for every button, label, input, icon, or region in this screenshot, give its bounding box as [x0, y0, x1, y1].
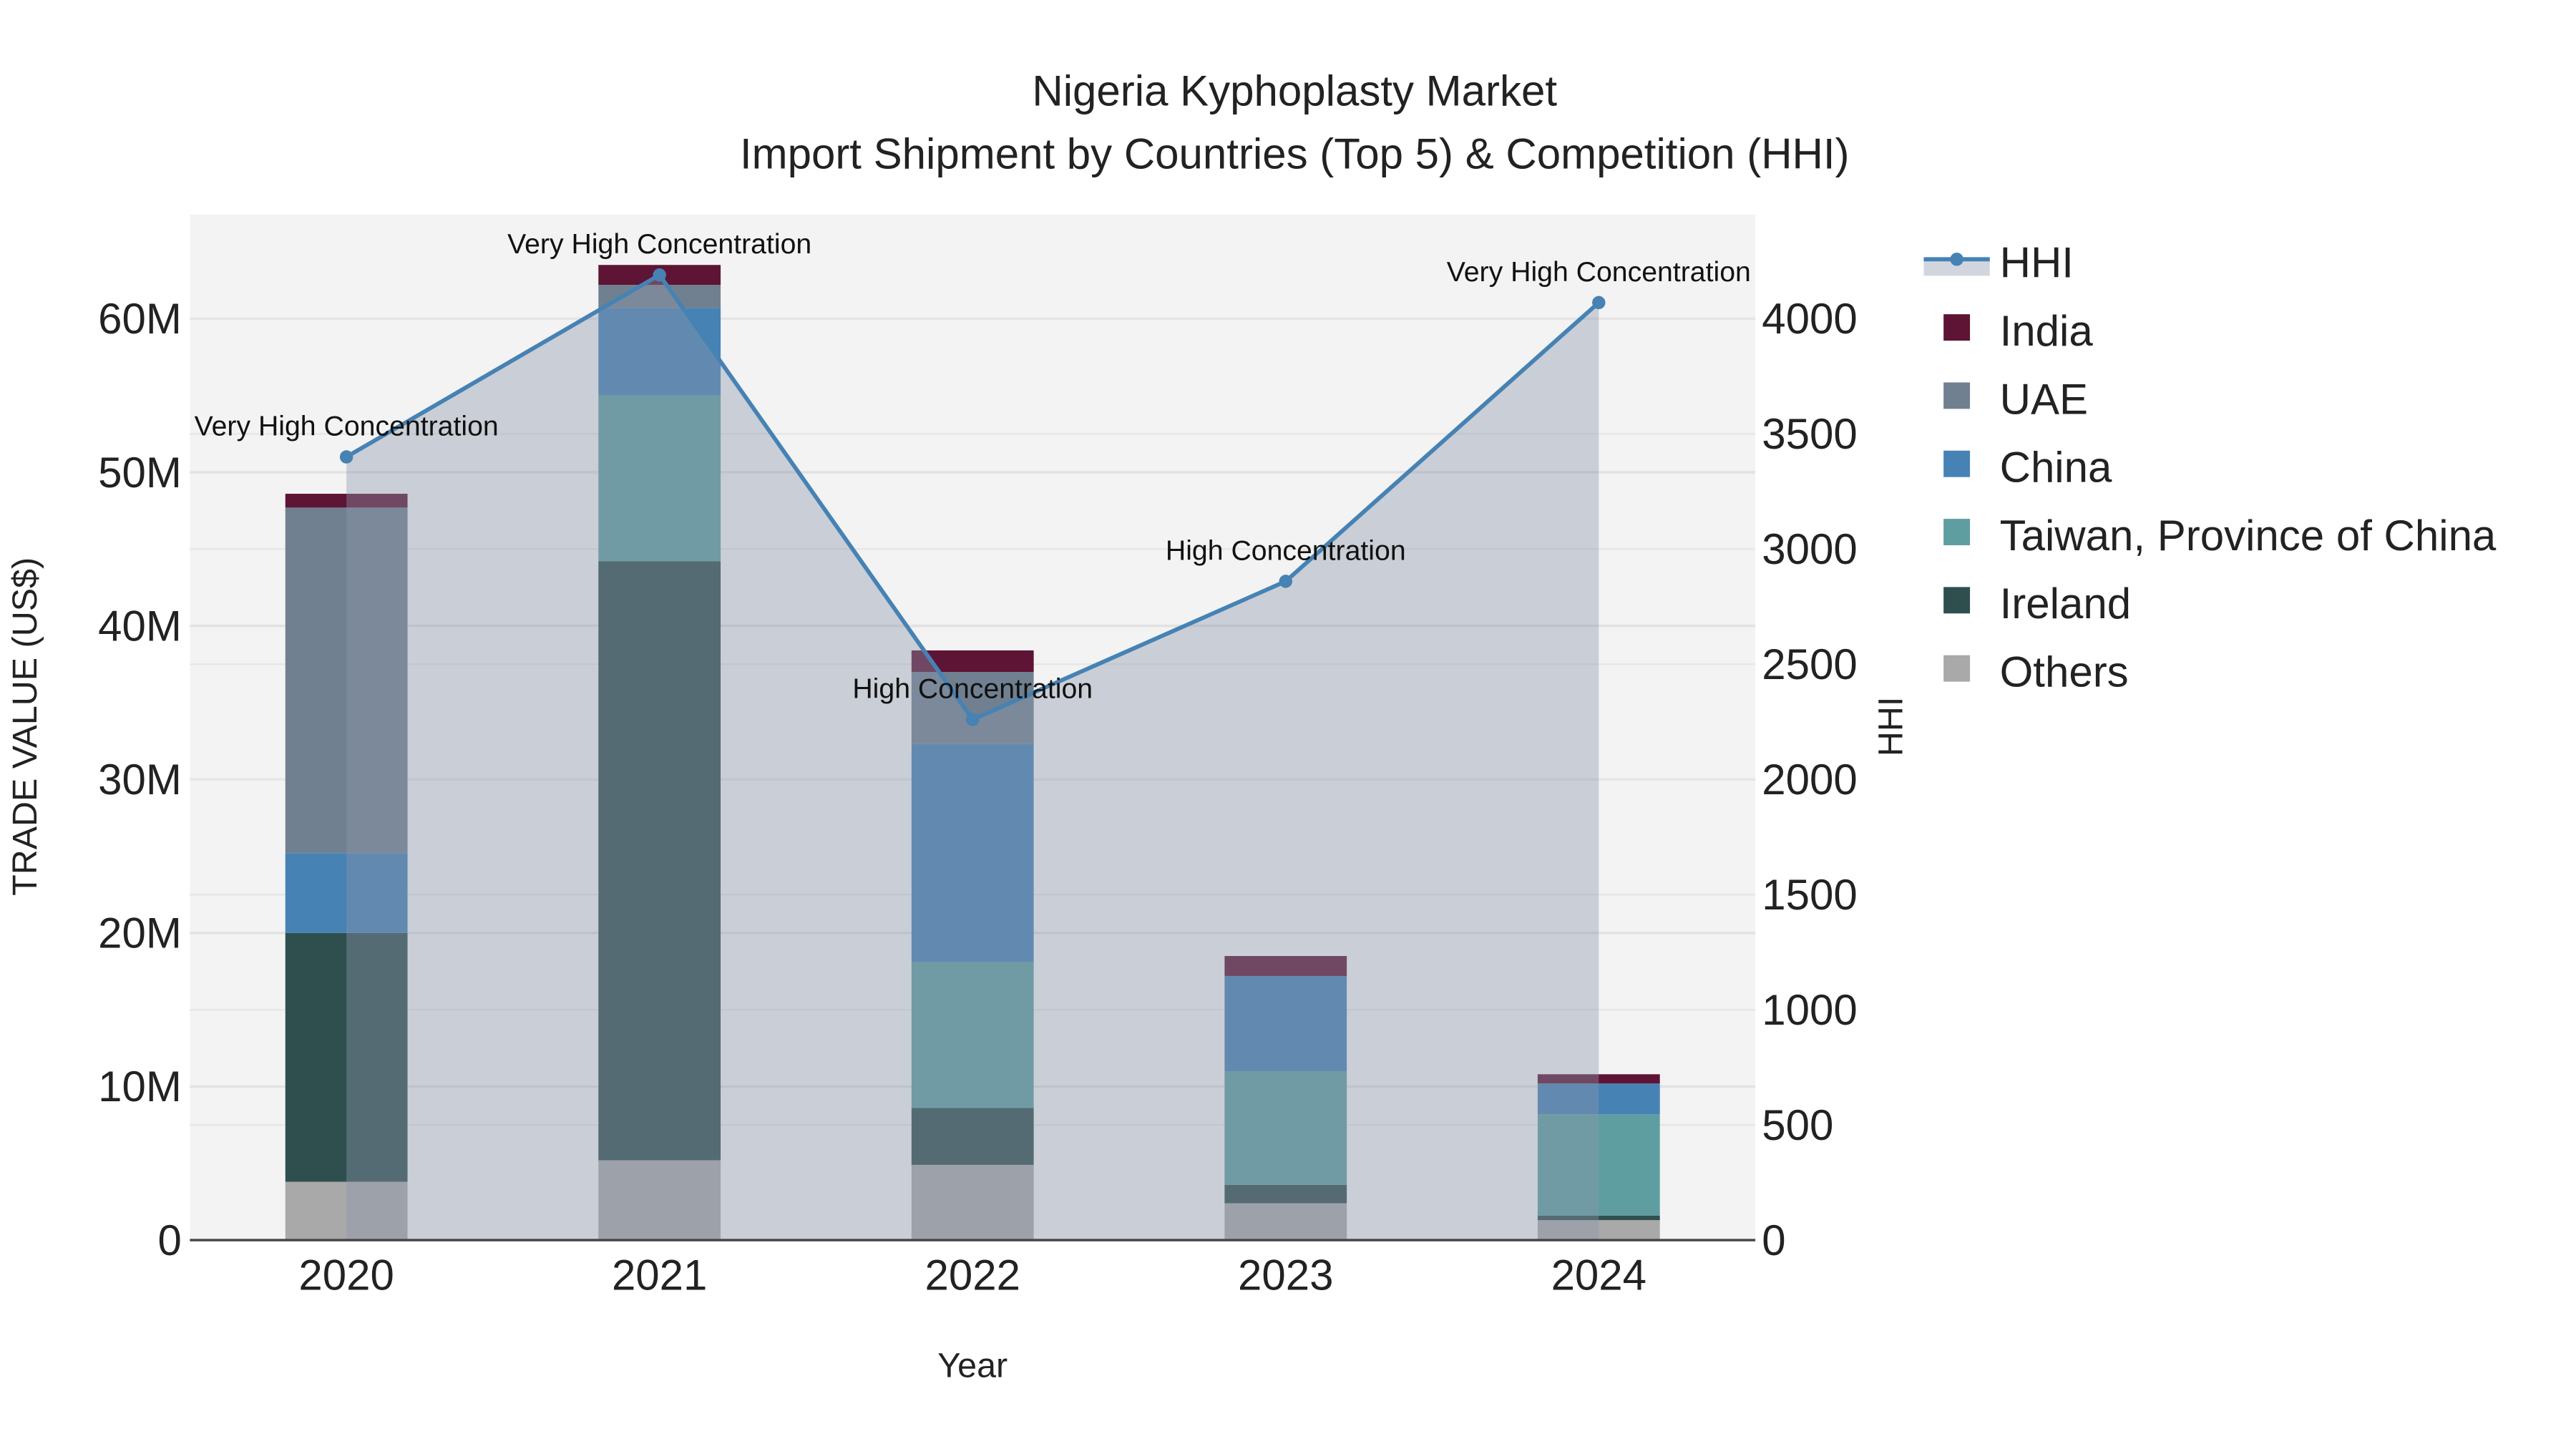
bar-others-2020 [285, 1181, 408, 1241]
legend-label: India [2000, 307, 2094, 355]
legend-label: UAE [2000, 375, 2088, 423]
bar-uae-2022 [911, 672, 1034, 744]
bar-china-2021 [598, 308, 721, 396]
bar-taiwan-province-of-china-2023 [1224, 1071, 1347, 1185]
legend-label: Ireland [2000, 580, 2131, 628]
legend-item-others[interactable]: Others [1943, 648, 2129, 696]
y-tick-label: 50M [98, 449, 182, 497]
bar-china-2022 [911, 743, 1034, 962]
x-tick-label: 2020 [298, 1251, 394, 1299]
y2-tick-label: 1500 [1762, 871, 1857, 919]
y-tick-label: 60M [98, 295, 182, 343]
bar-taiwan-province-of-china-2022 [911, 962, 1034, 1108]
bar-others-2022 [911, 1164, 1034, 1241]
y2-tick-label: 3500 [1762, 410, 1857, 458]
legend-item-ireland[interactable]: Ireland [1943, 580, 2131, 628]
y-tick-label: 40M [98, 602, 182, 650]
hhi-layer: Very High Concentration Very High Concent… [195, 228, 1751, 1241]
y2-axis-ticks: 0 500 1000 1500 2000 2500 3000 3500 4000 [1762, 295, 1857, 1264]
legend-swatch [1943, 587, 1971, 614]
bar-india-2023 [1224, 956, 1347, 976]
bar-ireland-2020 [285, 932, 408, 1182]
bars [285, 265, 1660, 1241]
y-tick-label: 0 [157, 1216, 181, 1264]
legend-label: Others [2000, 648, 2129, 696]
x-tick-label: 2021 [612, 1251, 707, 1299]
legend-label: Taiwan, Province of China [2000, 512, 2497, 560]
x-tick-label: 2023 [1238, 1251, 1333, 1299]
hhi-annotation-2020: Very High Concentration [195, 411, 499, 442]
bar-others-2024 [1537, 1220, 1660, 1241]
bar-ireland-2021 [598, 561, 721, 1161]
legend-swatch [1943, 519, 1971, 545]
hhi-point-2021 [653, 268, 666, 282]
legend: HHI India UAE China Taiwan, Province of Chin… [1923, 239, 2497, 696]
bar-taiwan-province-of-china-2021 [598, 395, 721, 562]
y-axis-ticks: 0 10M 20M 30M 40M 50M 60M [98, 295, 182, 1264]
bar-uae-2020 [285, 507, 408, 854]
bar-india-2020 [285, 494, 408, 508]
bar-china-2024 [1537, 1083, 1660, 1115]
hhi-area [346, 275, 1599, 1241]
legend-label: HHI [2000, 239, 2074, 287]
legend-item-uae[interactable]: UAE [1943, 375, 2088, 423]
hhi-annotation-2023: High Concentration [1166, 535, 1406, 566]
bar-china-2023 [1224, 975, 1347, 1071]
y2-tick-label: 2500 [1762, 640, 1857, 688]
y-tick-label: 20M [98, 909, 182, 957]
y2-tick-label: 1000 [1762, 986, 1857, 1034]
x-tick-label: 2022 [924, 1251, 1020, 1299]
y2-tick-label: 4000 [1762, 295, 1857, 343]
bar-china-2020 [285, 853, 408, 933]
y-axis-label: TRADE VALUE (US$) [6, 557, 44, 896]
x-tick-label: 2024 [1551, 1251, 1646, 1299]
y2-axis-label: HHI [1871, 697, 1910, 756]
hhi-point-2024 [1592, 296, 1606, 310]
chart-title: Nigeria Kyphoplasty Market [1032, 67, 1557, 115]
legend-swatch [1943, 382, 1971, 409]
x-axis-ticks: 2020 2021 2022 2023 2024 [298, 1251, 1646, 1299]
legend-swatch [1923, 259, 1990, 276]
legend-swatch-marker [1950, 253, 1963, 266]
bar-ireland-2023 [1224, 1184, 1347, 1204]
hhi-annotation-2021: Very High Concentration [507, 228, 811, 260]
legend-swatch [1943, 314, 1971, 341]
y-tick-label: 10M [98, 1063, 182, 1111]
chart-subtitle: Import Shipment by Countries (Top 5) & C… [740, 130, 1850, 177]
y2-tick-label: 2000 [1762, 756, 1857, 804]
bar-taiwan-province-of-china-2024 [1537, 1114, 1660, 1216]
legend-swatch [1943, 450, 1971, 477]
legend-item-china[interactable]: China [1943, 444, 2112, 492]
hhi-annotation-2022: High Concentration [852, 673, 1093, 705]
legend-item-india[interactable]: India [1943, 307, 2093, 355]
bar-ireland-2022 [911, 1108, 1034, 1165]
y-tick-label: 30M [98, 756, 182, 804]
y2-tick-label: 0 [1762, 1216, 1785, 1264]
legend-item-taiwan-province-of-china[interactable]: Taiwan, Province of China [1943, 512, 2497, 560]
y2-tick-label: 500 [1762, 1101, 1833, 1149]
hhi-point-2022 [966, 713, 980, 726]
x-axis-label: Year [937, 1347, 1008, 1385]
bar-others-2021 [598, 1160, 721, 1241]
hhi-annotation-2024: Very High Concentration [1447, 256, 1751, 288]
bar-others-2023 [1224, 1203, 1347, 1241]
hhi-point-2023 [1279, 575, 1292, 588]
legend-item-hhi[interactable]: HHI [1923, 239, 2074, 287]
legend-label: China [2000, 444, 2112, 492]
y2-tick-label: 3000 [1762, 525, 1857, 573]
bar-ireland-2024 [1537, 1215, 1660, 1221]
bar-india-2024 [1537, 1074, 1660, 1084]
hhi-point-2020 [339, 450, 353, 464]
legend-swatch [1943, 655, 1971, 682]
